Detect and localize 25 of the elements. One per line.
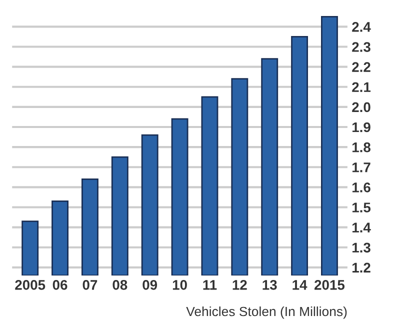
y-tick-label: 1.7	[352, 162, 370, 172]
x-axis-title: Vehicles Stolen (In Millions)	[186, 306, 347, 319]
y-tick-label: 1.6	[352, 182, 370, 192]
y-tick-label: 2.4	[352, 22, 371, 32]
x-tick-label: 13	[262, 280, 277, 290]
y-tick-label: 2.0	[352, 102, 370, 112]
x-tick-label: 2015	[314, 280, 345, 290]
x-tick-label: 2005	[15, 280, 46, 290]
y-tick-label: 1.5	[352, 202, 371, 212]
x-tick-label: 08	[112, 280, 128, 290]
y-tick-label: 2.3	[352, 42, 370, 52]
x-tick-label: 07	[82, 280, 98, 290]
y-tick-label: 2.2	[352, 62, 370, 72]
y-tick-label: 1.8	[352, 142, 370, 152]
x-tick-label: 14	[292, 280, 308, 290]
x-tick-label: 06	[52, 280, 68, 290]
x-tick-label: 10	[172, 280, 187, 290]
y-tick-label: 2.1	[352, 82, 371, 92]
y-tick-label: 1.4	[352, 222, 371, 232]
y-tick-label: 1.2	[352, 262, 370, 272]
x-tick-label: 09	[142, 280, 158, 290]
x-tick-label: 11	[203, 280, 217, 290]
y-tick-label: 1.3	[352, 242, 370, 253]
x-tick-label: 12	[232, 280, 247, 290]
y-tick-label: 1.9	[352, 122, 370, 132]
